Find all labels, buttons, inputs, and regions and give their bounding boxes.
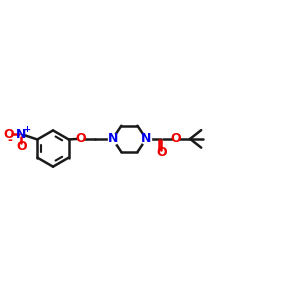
Text: -: -	[7, 134, 12, 147]
Text: +: +	[23, 125, 30, 134]
Text: N: N	[107, 132, 118, 146]
Text: O: O	[4, 128, 14, 141]
Text: N: N	[16, 128, 26, 141]
Text: O: O	[170, 132, 181, 146]
Text: O: O	[76, 132, 86, 146]
Text: O: O	[156, 146, 167, 159]
Text: O: O	[16, 140, 26, 153]
Text: N: N	[141, 132, 152, 146]
